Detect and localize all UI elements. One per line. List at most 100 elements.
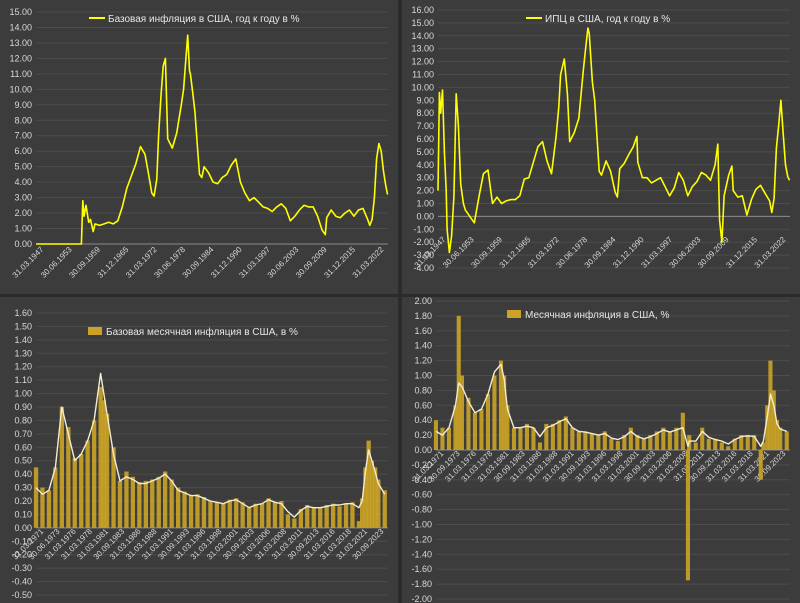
bar (101, 400, 106, 528)
y-tick-label: -0.20 (11, 550, 32, 560)
bar (589, 433, 594, 450)
legend-label: Базовая инфляция в США, год к году в % (108, 13, 300, 25)
bar (188, 495, 194, 528)
bar (446, 427, 451, 450)
y-tick-label: 2.00 (14, 208, 32, 218)
series-line (36, 34, 389, 245)
bar (221, 503, 226, 528)
smoothed-line (435, 363, 788, 447)
y-tick-label: -0.40 (11, 577, 32, 587)
y-tick-label: 11.00 (412, 70, 434, 80)
bar (706, 438, 711, 450)
bar (292, 518, 297, 528)
bar (622, 435, 627, 450)
y-tick-label: 8.00 (14, 115, 32, 125)
y-tick-label: 13.00 (9, 38, 32, 48)
bar (363, 467, 368, 528)
y-tick-label: 0.00 (14, 239, 32, 249)
bar (366, 440, 371, 528)
bar (511, 427, 516, 450)
bar (53, 467, 58, 528)
y-tick-label: -4.00 (413, 263, 434, 273)
y-tick-label: -2.00 (411, 594, 432, 603)
bar (498, 360, 503, 450)
bar (169, 479, 174, 528)
y-tick-label: -1.00 (411, 520, 432, 530)
y-tick-label: -0.40 (411, 475, 432, 485)
bar (46, 490, 52, 528)
y-tick-label: 16.00 (411, 5, 434, 15)
y-tick-label: -1.60 (411, 564, 432, 574)
bar (505, 405, 510, 450)
y-tick-label: 1.00 (414, 371, 432, 381)
y-tick-label: 0.40 (14, 469, 32, 479)
y-tick-label: 3.00 (416, 173, 434, 183)
y-tick-label: 0.70 (14, 429, 32, 439)
y-tick-label: -1.20 (411, 534, 432, 544)
bar (615, 441, 620, 450)
y-tick-label: 1.40 (14, 335, 32, 345)
bar (654, 431, 659, 450)
series-line (437, 27, 791, 254)
y-tick-label: 0.50 (14, 456, 32, 466)
bar (259, 503, 265, 528)
legend-label: ИПЦ в США, год к году в % (545, 14, 670, 25)
smoothed-line (35, 372, 386, 518)
y-tick-label: 12.00 (9, 53, 32, 63)
bar (92, 420, 97, 528)
bar (234, 498, 239, 528)
bar (674, 427, 679, 450)
bar (117, 480, 123, 528)
bar (732, 438, 737, 450)
x-tick-label: 31.03.2022 (351, 245, 386, 280)
bar (713, 438, 718, 450)
y-tick-label: 1.00 (14, 224, 32, 234)
y-tick-label: 10.00 (9, 84, 32, 94)
y-tick-label: -0.10 (11, 536, 32, 546)
bar (176, 487, 181, 528)
bar (518, 427, 523, 450)
bar (331, 503, 336, 528)
bar (66, 427, 71, 528)
bar (771, 390, 776, 450)
y-tick-label: 6.00 (14, 146, 32, 156)
cpi-yoy-svg: -4.00 -3.00 -2.00 -1.00 0.00 1.00 2.00 3.00 4.00… (411, 5, 791, 273)
bar (285, 514, 291, 528)
bar (609, 438, 614, 450)
bar (266, 498, 271, 528)
y-tick-label: 7.00 (14, 131, 32, 141)
core-cpi-mom-chart: -0.50 -0.40 -0.30 -0.20 -0.10 0.00 0.10 0.20 0.3… (0, 297, 398, 603)
y-tick-label: 14.00 (411, 31, 434, 41)
legend-swatch (507, 310, 521, 318)
bar (596, 435, 601, 450)
bar (602, 431, 607, 450)
bar (537, 442, 542, 450)
bar (337, 506, 342, 528)
bar (680, 412, 685, 451)
bar (104, 413, 110, 528)
bar (376, 479, 381, 528)
bar (524, 423, 529, 450)
y-tick-label: 6.00 (416, 134, 434, 144)
y-tick-label: 0.20 (14, 496, 32, 506)
bar (350, 502, 355, 528)
bar (240, 502, 245, 528)
y-tick-label: 9.00 (416, 95, 434, 105)
y-tick-label: 2.00 (416, 186, 434, 196)
cpi-yoy-chart: -4.00 -3.00 -2.00 -1.00 0.00 1.00 2.00 3.00 4.00… (402, 0, 800, 294)
y-tick-label: 7.00 (416, 121, 434, 131)
bar (253, 503, 258, 528)
y-tick-label: 1.80 (414, 311, 432, 321)
legend-label: Месячная инфляция в США, % (525, 309, 669, 321)
legend-label: Базовая месячная инфляция в США, в % (106, 326, 298, 338)
bar (440, 427, 445, 450)
bar (130, 476, 135, 528)
y-tick-label: 5.00 (416, 147, 434, 157)
bar (472, 412, 477, 451)
bar (685, 450, 690, 581)
bar (343, 503, 349, 528)
bar (369, 460, 374, 528)
bar (778, 427, 783, 450)
bar (648, 435, 653, 450)
bar (40, 487, 45, 528)
